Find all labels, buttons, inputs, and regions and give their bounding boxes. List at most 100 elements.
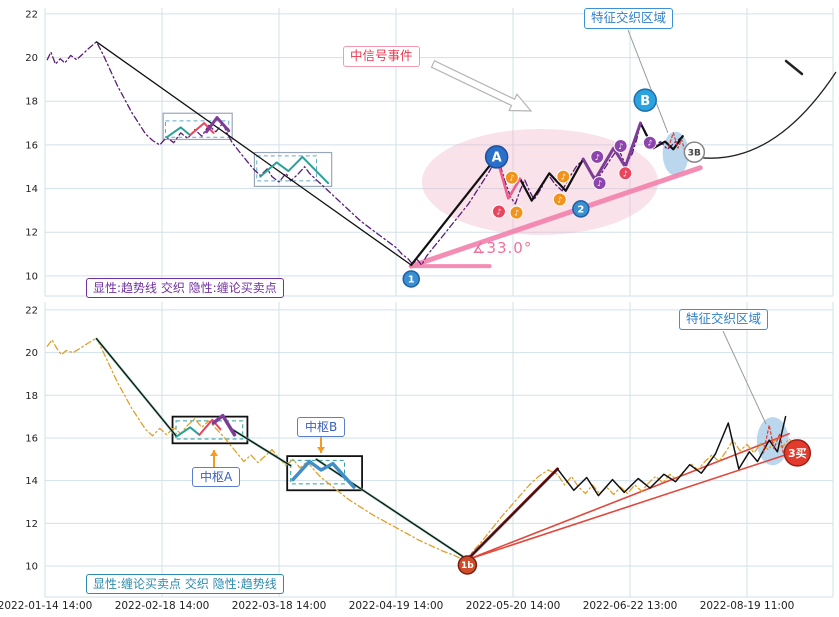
signal-note-glyph: ♪ (647, 139, 652, 148)
signal-note-marker (491, 204, 506, 219)
signal-note-glyph: ♪ (623, 169, 628, 178)
pivot-arrow-head (317, 447, 325, 453)
y-tick-label: 14 (25, 476, 38, 487)
series-overlay-pink-segment (495, 155, 522, 200)
x-tick-label: 2022-03-18 14:00 (232, 600, 327, 612)
marker-B (633, 88, 657, 112)
y-tick-label: 10 (25, 562, 38, 573)
x-tick-label: 2022-01-14 14:00 (0, 600, 92, 612)
series-trend-down-line (95, 41, 412, 266)
signal-note-marker (504, 170, 519, 185)
marker-3买 (783, 439, 812, 467)
marker-1b (457, 555, 478, 575)
marker-label: 3B (688, 148, 701, 158)
signal-note-marker (552, 192, 567, 207)
signal-note-glyph: ♪ (597, 179, 602, 188)
signal-note-marker (592, 176, 607, 191)
series-pink-trend-main (408, 165, 703, 269)
y-tick-label: 20 (25, 348, 38, 359)
pivot-a-label: 中枢A (192, 467, 241, 488)
marker-3B (683, 141, 706, 163)
grid-lines (44, 302, 834, 598)
series-box1-mini-teal (175, 426, 201, 438)
grid-lines (44, 8, 834, 297)
annotation-handle (784, 59, 804, 76)
marker-label: 3买 (788, 447, 807, 460)
series-box1-mini-red (189, 122, 215, 137)
x-tick-label: 2022-06-22 13:00 (583, 600, 678, 612)
pivot-b-inner (290, 459, 346, 485)
pivot-arrow-head (210, 450, 218, 456)
legend-bottom-label: 显性:缠论买卖点 交织 隐性:趋势线 (86, 574, 284, 595)
y-tick-label: 12 (25, 228, 38, 239)
series-overlay-purple-segment (581, 121, 642, 182)
signal-note-marker (556, 169, 571, 184)
y-tick-label: 18 (25, 391, 38, 402)
signal-note-marker (618, 166, 633, 181)
leader-line (722, 330, 767, 425)
series-black-descent-3 (315, 458, 469, 561)
series-red-fan-lower (466, 450, 796, 561)
marker-label: 1 (408, 275, 415, 286)
box2-inner (256, 155, 317, 182)
x-tick-label: 2022-08-19 11:00 (700, 600, 795, 612)
y-tick-label: 18 (25, 97, 38, 108)
signal-note-glyph: ♪ (618, 142, 623, 151)
marker-label: 2 (577, 204, 584, 215)
signal-note-marker (509, 205, 524, 220)
signal-note-glyph: ♪ (514, 209, 519, 218)
legend-top-label: 显性:趋势线 交织 隐性:缠论买卖点 (86, 278, 284, 299)
signal-note-marker (590, 149, 605, 164)
signal-event-label: 中信号事件 (343, 46, 420, 67)
y-tick-label: 10 (25, 271, 38, 282)
leader-line (627, 29, 669, 134)
signal-note-glyph: ♪ (595, 153, 600, 162)
x-tick-label: 2022-02-18 14:00 (115, 600, 210, 612)
pivot-b-box (286, 455, 363, 492)
signal-note-marker (642, 135, 657, 150)
series-zigzag-right (556, 415, 787, 497)
series-box1-mini-teal (165, 126, 192, 139)
series-feature-red-spike (667, 132, 686, 153)
series-box1-mini-purple (205, 116, 231, 134)
y-tick-label: 20 (25, 53, 38, 64)
y-tick-label: 22 (25, 305, 38, 316)
marker-A (484, 145, 509, 169)
feature-zone-label-bottom: 特征交织区域 (679, 309, 769, 330)
panel-bottom: 10 12 14 16 18 20 22 1b 3买 (25, 302, 834, 598)
box1-outer (162, 112, 233, 141)
marker-label: B (640, 94, 650, 109)
signal-note-glyph: ♪ (496, 207, 501, 216)
y-tick-label: 22 (25, 9, 38, 20)
signal-note-glyph: ♪ (557, 195, 562, 204)
feature-zone-ellipse (662, 131, 689, 176)
series-price-line (46, 41, 683, 266)
series-black-descent-1 (95, 338, 177, 437)
marker-2 (572, 200, 590, 218)
feature-zone-label-top: 特征交织区域 (584, 8, 674, 29)
y-tick-label: 12 (25, 519, 38, 530)
series-feature-red-spike (762, 424, 784, 454)
marker-label: 1b (461, 561, 474, 571)
x-tick-label: 2022-04-19 14:00 (349, 600, 444, 612)
annotation-curve (688, 71, 837, 159)
pivot-b-label: 中枢B (297, 417, 346, 438)
signal-note-glyph: ♪ (509, 174, 514, 183)
x-tick-label: 2022-05-20 14:00 (466, 600, 561, 612)
y-tick-label: 14 (25, 184, 38, 195)
signal-note-glyph: ♪ (561, 173, 566, 182)
angle-label: ∡33.0° (472, 239, 533, 257)
signal-note-marker (613, 138, 628, 153)
series-red-fan-upper (466, 432, 790, 561)
series-box2-mini-teal (259, 155, 330, 185)
series-black-ascent-overlay (466, 468, 558, 561)
marker-label: A (492, 151, 502, 166)
y-tick-label: 16 (25, 433, 38, 444)
callout-arrow (430, 59, 533, 112)
series-box2-mini-steel (291, 459, 356, 489)
series-box1-mini-red (198, 418, 222, 436)
series-black-descent-2 (231, 428, 292, 467)
